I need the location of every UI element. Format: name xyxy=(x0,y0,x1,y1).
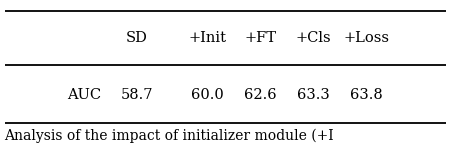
Text: 58.7: 58.7 xyxy=(121,88,153,102)
Text: SD: SD xyxy=(126,31,148,45)
Text: 63.8: 63.8 xyxy=(350,88,382,102)
Text: +Init: +Init xyxy=(189,31,226,45)
Text: 60.0: 60.0 xyxy=(191,88,224,102)
Text: 62.6: 62.6 xyxy=(244,88,277,102)
Text: +Loss: +Loss xyxy=(343,31,389,45)
Text: AUC: AUC xyxy=(67,88,101,102)
Text: 63.3: 63.3 xyxy=(297,88,329,102)
Text: Analysis of the impact of initializer module (+I: Analysis of the impact of initializer mo… xyxy=(4,128,334,143)
Text: +FT: +FT xyxy=(244,31,276,45)
Text: +Cls: +Cls xyxy=(295,31,331,45)
